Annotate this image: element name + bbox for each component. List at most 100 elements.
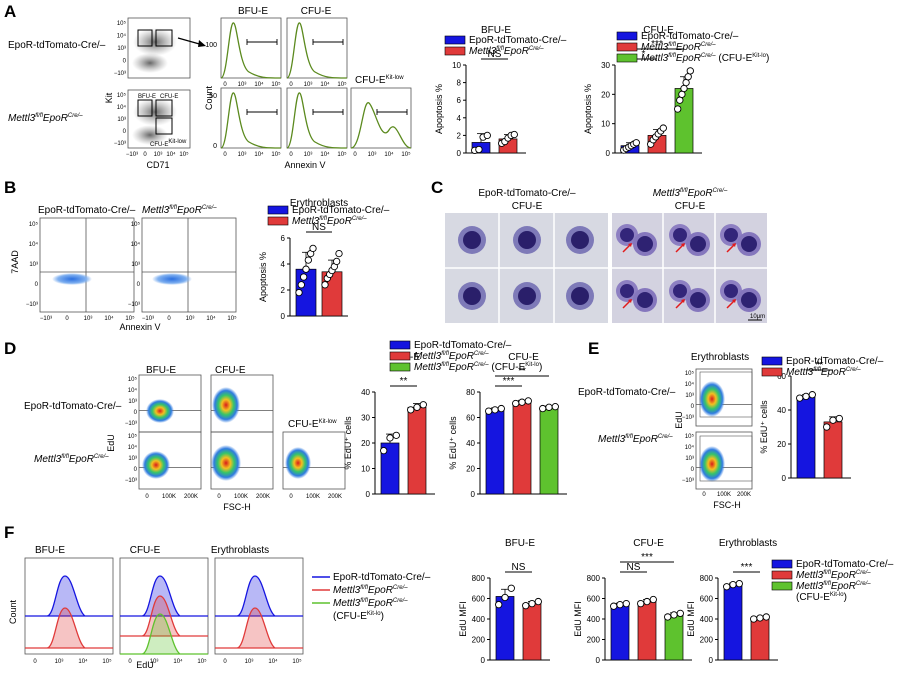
flow-y-tick: −10³ [114,141,126,147]
a-hist-ytick-50: 50 [209,93,217,100]
sig-label: *** [503,376,515,387]
flow-x-tick: 10³ [154,152,163,158]
chart-title: CFU-E [643,25,674,36]
data-point [512,399,520,408]
bar-0 [485,409,505,495]
c-nucleus [690,292,706,308]
sig-label: NS [627,562,641,573]
y-tick-label: 20 [601,90,610,99]
legend-label-1: Mettl3fl/flEpoRCre/– [796,570,871,581]
c-title-ko-1: Mettl3fl/flEpoRCre/– [653,188,728,199]
data-point [545,403,553,411]
flow-x-tick: 0 [143,152,147,158]
d-y-tick: 10³ [128,456,137,462]
legend-swatch-1 [616,42,638,52]
panel-letter-a: A [4,2,16,21]
c-nucleus [741,236,757,252]
legend-label-2: Mettl3fl/flEpoRCre/– (CFU-EKit-lo) [641,53,769,64]
legend-d: EpoR-tdTomato-Cre/–Mettl3fl/flEpoRCre/–M… [389,340,542,373]
flow-x-tick: 10⁵ [179,151,189,158]
legend-label-1: Mettl3fl/flEpoRCre/– [469,46,544,57]
data-point [507,584,515,592]
e-dotplots: 10⁵ 10⁴ 10³ 0 −10³ 10⁵ 10⁴ 10³ 0 −10³ 0 100K 200K [682,368,753,498]
legend-f-hist: EpoR-tdTomato-Cre/– Mettl3fl/flEpoRCre/– M… [312,572,431,622]
data-point [616,601,624,609]
c-nucleus [673,284,687,298]
data-point [524,397,532,405]
y-axis-label: Apoptosis % [434,84,444,134]
data-point [729,581,737,589]
e-y-tick: 0 [691,404,695,410]
hist-curve [286,22,348,79]
flow-y-tick: 10⁵ [117,20,127,27]
d-x-tick: 200K [328,494,342,500]
y-tick-label: 30 [361,414,370,423]
y-tick-label: 40 [777,406,786,415]
y-tick-label: 30 [601,61,610,70]
hist-box [220,87,282,149]
y-tick-label: 800 [587,574,601,583]
y-axis-label: % EdU⁺ cells [343,416,353,470]
d-y-tick: 10⁵ [128,376,138,383]
c-nucleus [463,287,481,305]
y-tick-label: 600 [700,595,714,604]
d-ko-bfu-density [142,451,170,479]
hist-x-tick: 10⁴ [254,151,264,158]
y-tick-label: 10 [361,465,370,474]
legend-swatch-0 [267,205,289,215]
y-tick-label: 400 [587,615,601,624]
c-nucleus [620,228,634,242]
data-point [392,431,400,439]
legend-label-1: Mettl3fl/flEpoRCre/– [414,351,489,362]
b-x-tick: 10³ [186,316,195,322]
f-x-tick: 0 [223,659,227,665]
data-point [407,406,415,414]
chart-d-cfu: 0 20 40 60 80 % EdU⁺ cells CFU-E ***** [448,352,567,499]
hist-x-tick: 10⁵ [337,151,347,158]
e-xlabel: FSC-H [713,500,741,510]
a-dot-xticks: −10³ 0 10³ 10⁴ 10⁵ [126,151,189,158]
f-hist-title-cfu: CFU-E [130,545,161,556]
f-x-tick: 10³ [55,659,64,665]
f-hist-curve-0 [120,575,208,617]
hist-x-tick: 10⁵ [401,151,411,158]
data-point [475,145,483,154]
d-row2-label: Mettl3fl/flEpoRCre/– [34,454,109,465]
hist-x-tick: 10⁴ [320,151,330,158]
legend-swatch-0 [771,559,793,569]
d-ko-cfu-density [211,445,241,481]
y-tick-label: 800 [700,574,714,583]
data-point [674,105,682,113]
a-histograms: 0 10³ 10⁴ 10⁵ 0 10³ 10⁴ 10⁵ 0 10³ 10⁴ 10⁵ 0 10³ 10⁴ 10⁵… [220,17,412,158]
hist-x-tick: 10³ [304,82,313,88]
a-hist-xlabel: Annexin V [284,160,325,170]
c-title-ctrl-1: EpoR-tdTomato-Cre/– [478,188,576,199]
y-axis-label: EdU MFI [458,601,468,637]
a-dot-yticks-2: 10⁵ 10⁴ 10³ 0 −10³ [114,92,127,147]
d-x-tick: 100K [162,494,176,500]
f-hist-box [24,557,114,655]
sig-label: *** [741,562,753,573]
e-x-tick: 200K [737,492,751,498]
data-point [413,403,421,411]
f-hist-title-ery: Erythroblasts [211,545,269,556]
hist-curve [220,22,282,79]
y-tick-label: 200 [472,636,486,645]
hist-x-tick: 10⁵ [337,81,347,88]
f-x-tick: 0 [128,659,132,665]
e-y-tick: 10³ [685,456,694,462]
bar-1 [512,401,532,495]
hist-x-tick: 10⁵ [271,151,281,158]
c-nucleus [724,284,738,298]
d-x-tick: 0 [217,494,221,500]
panel-letter-d: D [4,339,16,358]
data-point [534,597,542,606]
y-tick-label: 600 [472,595,486,604]
data-point [297,281,305,289]
y-tick-label: 2 [281,286,286,295]
c-red-arrowhead [732,299,736,303]
flow-y-tick: 10³ [117,117,126,123]
b-x-tick: −10³ [142,316,154,322]
legend-swatch-1 [761,367,783,377]
